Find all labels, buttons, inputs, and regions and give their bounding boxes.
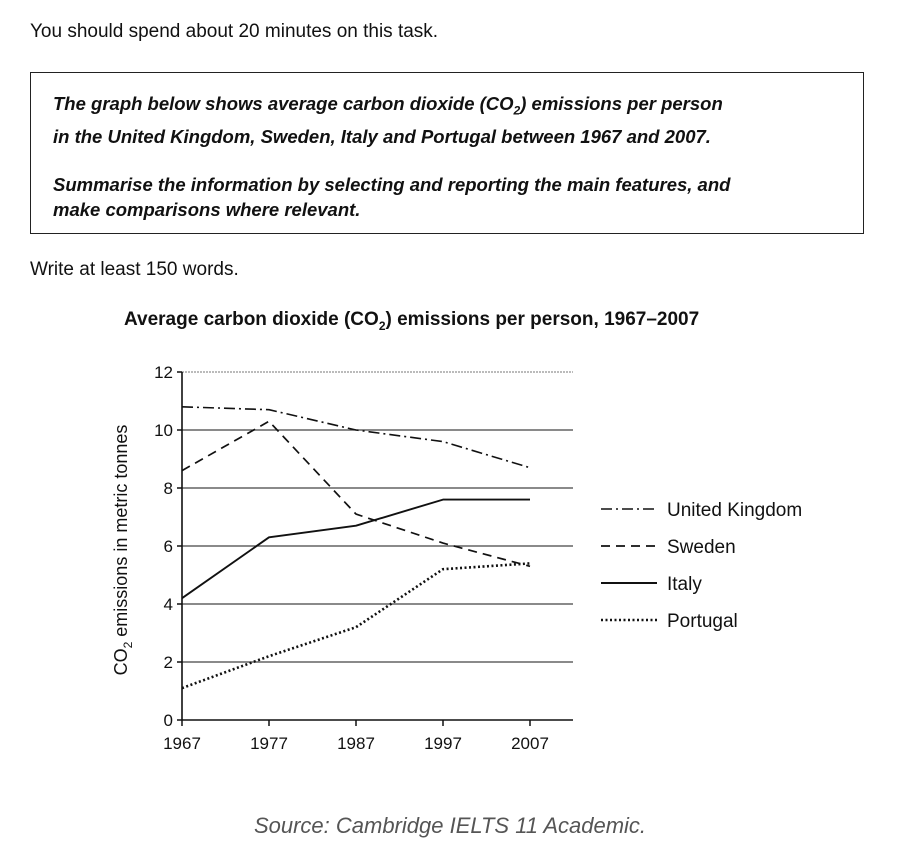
y-axis-label-subscript: 2	[121, 641, 135, 648]
chart-title: Average carbon dioxide (CO2) emissions p…	[124, 309, 699, 333]
y-tick-label: 2	[164, 653, 173, 672]
y-axis-label: CO2 emissions in metric tonnes	[111, 425, 135, 676]
line-chart: 0 2 4 6 8 10 12 1967 1977 1987 1997 2007 United Kin…	[111, 363, 802, 753]
x-tick-label: 1987	[337, 734, 375, 753]
y-tick-label: 8	[164, 479, 173, 498]
task-line-1-end: ) emissions per person	[520, 93, 723, 114]
y-axis-label-start: CO	[111, 648, 131, 675]
legend-label-united-kingdom: United Kingdom	[667, 500, 802, 521]
source-caption: Source: Cambridge IELTS 11 Academic.	[253, 813, 647, 838]
y-tick-label: 12	[154, 363, 173, 382]
task-line-2: in the United Kingdom, Sweden, Italy and…	[53, 125, 711, 147]
task-prompt-box: The graph below shows average carbon dio…	[30, 72, 864, 234]
chart-title-start: Average carbon dioxide (CO	[124, 309, 379, 330]
task-line-4: make comparisons where relevant.	[53, 198, 361, 220]
chart-title-subscript: 2	[378, 318, 386, 333]
series-line-sweden	[181, 420, 531, 568]
series-line-united-kingdom	[181, 406, 531, 469]
chart-legend: United Kingdom Sweden Italy Portugal	[601, 500, 802, 632]
task-line-3: Summarise the information by selecting a…	[53, 173, 731, 195]
x-tick-label: 1997	[424, 734, 462, 753]
task-co2-subscript: 2	[513, 103, 521, 118]
task-instruction: You should spend about 20 minutes on thi…	[30, 21, 439, 42]
x-tick-label: 1977	[250, 734, 288, 753]
chart-axes: 0 2 4 6 8 10 12 1967 1977 1987 1997 2007	[154, 363, 573, 753]
legend-label-italy: Italy	[667, 574, 702, 595]
x-tick-label: 2007	[511, 734, 549, 753]
y-tick-label: 10	[154, 421, 173, 440]
series-line-italy	[181, 498, 530, 599]
grid-lines	[182, 371, 573, 663]
task-prompt-paragraph-2: Summarise the information by selecting a…	[53, 172, 841, 222]
series-line-portugal	[181, 562, 531, 690]
legend-label-portugal: Portugal	[667, 611, 738, 632]
chart-title-end: ) emissions per person, 1967–2007	[385, 309, 700, 330]
x-tick-label: 1967	[163, 734, 201, 753]
word-count-instruction: Write at least 150 words.	[30, 259, 239, 280]
y-tick-label: 0	[164, 711, 173, 730]
task-prompt-paragraph-1: The graph below shows average carbon dio…	[53, 91, 841, 149]
y-tick-label: 4	[164, 595, 173, 614]
y-tick-label: 6	[164, 537, 173, 556]
y-axis-label-end: emissions in metric tonnes	[111, 425, 131, 642]
legend-label-sweden: Sweden	[667, 537, 736, 558]
task-line-1-start: The graph below shows average carbon dio…	[53, 93, 514, 114]
series-lines	[181, 406, 531, 690]
